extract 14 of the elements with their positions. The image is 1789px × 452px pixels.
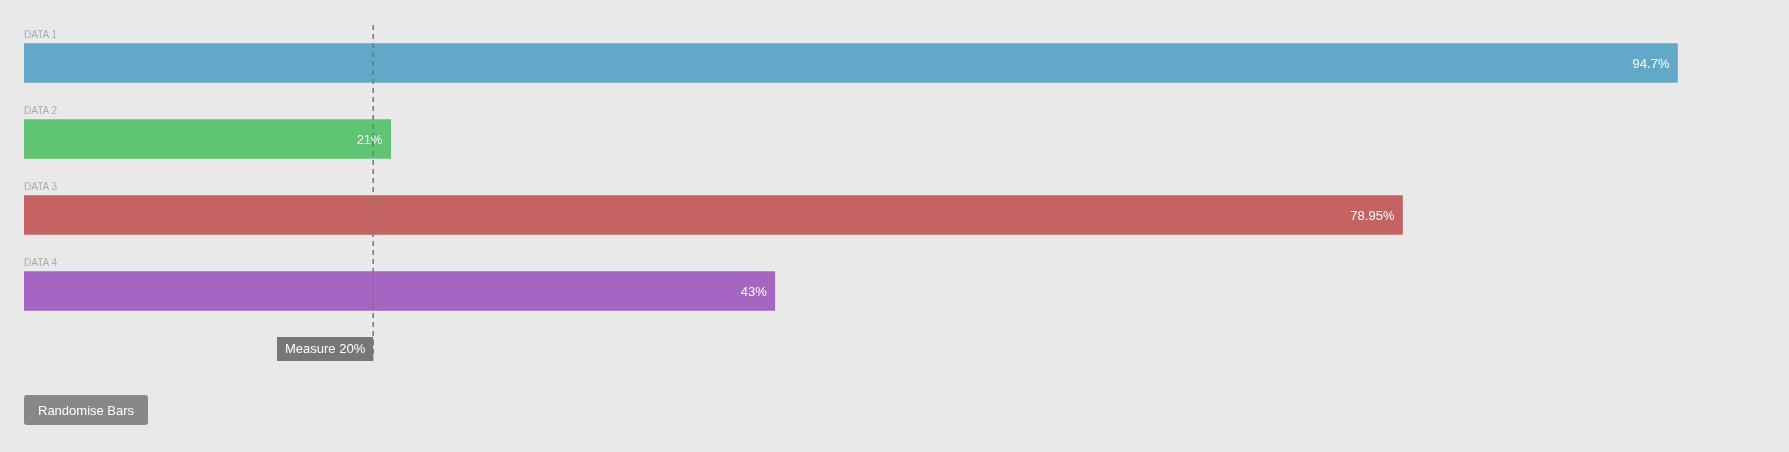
- y-tick-label: DATA 2: [24, 105, 58, 117]
- data-label: 43%: [740, 283, 768, 299]
- bar: [24, 195, 1403, 235]
- bar: [24, 119, 391, 159]
- ref-line-label: Measure 20%: [284, 340, 366, 356]
- bar: [24, 271, 776, 311]
- bar: [24, 43, 1678, 83]
- data-label: 78.95%: [1350, 207, 1395, 223]
- y-tick-label: DATA 4: [24, 257, 58, 269]
- data-label: 94.7%: [1632, 55, 1670, 71]
- y-tick-label: DATA 3: [24, 181, 58, 193]
- y-tick-label: DATA 1: [24, 29, 58, 41]
- randomise-button: Randomise Bars: [24, 395, 149, 425]
- data-label: 21%: [356, 131, 384, 147]
